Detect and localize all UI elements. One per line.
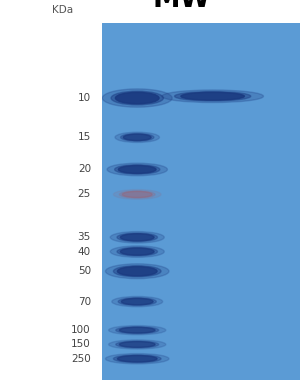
Text: 40: 40 (78, 247, 91, 257)
Ellipse shape (113, 355, 161, 362)
Ellipse shape (175, 91, 251, 101)
Ellipse shape (123, 134, 151, 141)
Ellipse shape (105, 264, 169, 279)
Ellipse shape (102, 89, 172, 107)
Ellipse shape (117, 356, 157, 362)
Text: MW: MW (153, 0, 211, 13)
Ellipse shape (110, 232, 164, 243)
Text: 25: 25 (78, 189, 91, 199)
Ellipse shape (115, 92, 159, 104)
Text: KDa: KDa (52, 5, 73, 15)
Ellipse shape (116, 327, 159, 334)
Ellipse shape (118, 166, 156, 174)
Ellipse shape (111, 91, 163, 105)
Text: 150: 150 (71, 339, 91, 349)
Ellipse shape (121, 134, 154, 141)
Text: 50: 50 (78, 266, 91, 276)
Ellipse shape (122, 191, 152, 197)
Ellipse shape (107, 163, 167, 176)
Ellipse shape (117, 266, 157, 276)
Text: 35: 35 (78, 232, 91, 242)
Ellipse shape (115, 165, 160, 174)
Ellipse shape (109, 326, 166, 335)
Ellipse shape (120, 248, 154, 255)
Text: 250: 250 (71, 354, 91, 364)
Ellipse shape (120, 234, 154, 241)
Text: 20: 20 (78, 164, 91, 174)
Ellipse shape (116, 341, 159, 348)
Ellipse shape (113, 266, 161, 277)
Ellipse shape (119, 191, 155, 198)
Text: 100: 100 (71, 325, 91, 335)
Text: 70: 70 (78, 296, 91, 306)
Ellipse shape (105, 354, 169, 364)
Ellipse shape (112, 296, 163, 307)
Ellipse shape (121, 298, 153, 305)
Ellipse shape (181, 92, 245, 100)
Ellipse shape (118, 298, 156, 305)
Ellipse shape (115, 132, 159, 142)
Ellipse shape (119, 327, 155, 333)
Ellipse shape (113, 190, 161, 199)
Text: 15: 15 (78, 132, 91, 142)
Text: 10: 10 (78, 93, 91, 103)
Ellipse shape (110, 246, 164, 257)
Ellipse shape (119, 342, 155, 347)
Ellipse shape (117, 247, 158, 256)
Ellipse shape (117, 233, 158, 242)
Ellipse shape (109, 340, 166, 349)
Ellipse shape (162, 90, 263, 103)
